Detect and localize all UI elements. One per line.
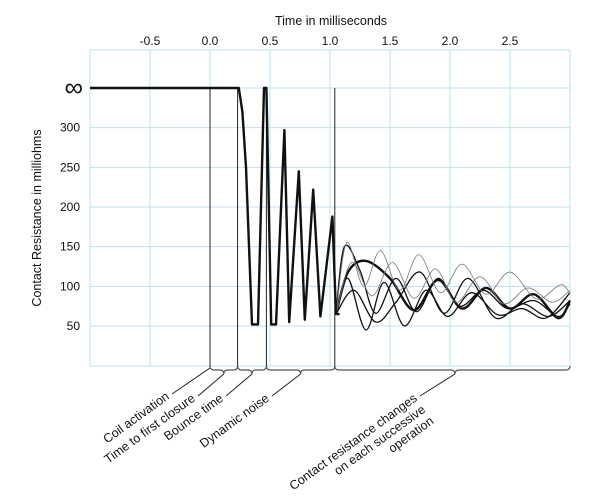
brace — [209, 365, 239, 375]
annotation-contact-resistance-changes-on-each-successive-operation: Contact resistance changeson each succes… — [287, 365, 571, 499]
y-tick-label: 100 — [60, 279, 80, 293]
x-tick-label: 2.5 — [502, 34, 519, 48]
x-tick-label: 0.5 — [262, 34, 279, 48]
y-tick-label: 300 — [60, 121, 80, 135]
y-tick-label: 200 — [60, 200, 80, 214]
annotation-time-to-first-closure: Time to first closure — [102, 365, 239, 466]
infinity-tick-label: ∞ — [64, 72, 83, 102]
brace — [265, 365, 336, 375]
noise-traces — [334, 242, 572, 331]
grid — [89, 49, 571, 367]
x-tick-label: 1.5 — [382, 34, 399, 48]
main-trace — [90, 86, 340, 326]
brace — [237, 365, 267, 375]
leader-line — [225, 373, 253, 397]
y-tick-label: 50 — [67, 319, 81, 333]
noise-trace-5 — [335, 242, 571, 315]
y-tick-label: 250 — [60, 160, 80, 174]
x-tick-labels: -0.5 0.0 0.5 1.0 1.5 2.0 2.5 — [140, 34, 519, 48]
noise-trace-6 — [335, 262, 571, 315]
y-tick-labels: 50 100 150 200 250 300 ∞ — [60, 72, 83, 333]
x-tick-label: 2.0 — [442, 34, 459, 48]
x-tick-label: -0.5 — [140, 34, 161, 48]
leader-line — [171, 367, 211, 395]
annotation-coil-activation: Coil activation — [101, 367, 211, 446]
brace — [334, 365, 571, 375]
leader-line — [419, 373, 456, 397]
y-tick-label: 150 — [60, 240, 80, 254]
x-tick-label: 0.0 — [202, 34, 219, 48]
y-axis-title: Contact Resistance in milliohms — [30, 129, 44, 306]
annotation-label: Contact resistance changeson each succes… — [287, 391, 437, 499]
main-trace-group — [90, 86, 340, 326]
noise-trace-4 — [335, 271, 571, 323]
x-axis-title: Time in milliseconds — [275, 14, 387, 28]
x-tick-label: 1.0 — [322, 34, 339, 48]
leader-line — [271, 373, 301, 397]
leader-line — [197, 373, 225, 397]
noise-trace-2 — [335, 244, 571, 318]
